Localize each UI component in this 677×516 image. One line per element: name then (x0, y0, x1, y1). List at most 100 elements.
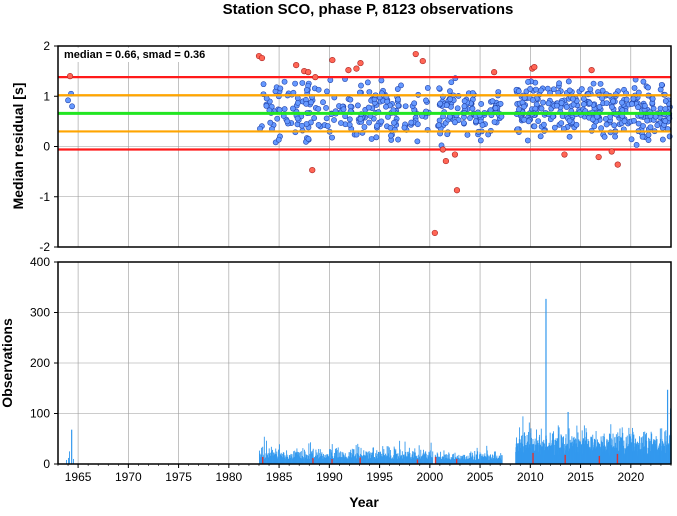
observation-bar (449, 459, 451, 464)
outlier-point (66, 73, 74, 80)
residual-point (662, 118, 669, 124)
observation-bar (350, 457, 352, 464)
observation-bar (363, 454, 365, 464)
observation-bar (430, 442, 432, 464)
observation-bar (558, 427, 560, 464)
observation-bar (344, 455, 346, 464)
observation-bar (544, 443, 546, 464)
observation-bar (360, 447, 362, 464)
outlier-point (491, 69, 498, 76)
observation-bar (500, 455, 502, 464)
x-tick-label: 1985 (266, 470, 293, 484)
residual-point (411, 100, 418, 107)
observation-bar (285, 458, 286, 464)
observation-bar (465, 459, 467, 464)
observation-bar (532, 452, 534, 464)
residual-point (631, 117, 637, 124)
residual-point (538, 87, 544, 94)
residual-point (540, 99, 546, 106)
observation-bar (289, 457, 291, 464)
observation-bar (556, 441, 558, 464)
observation-bar (522, 416, 524, 464)
observations-y-ticks: 0 100 200 300 400 (30, 255, 58, 471)
observation-bar (458, 459, 460, 464)
observation-bar (319, 453, 321, 464)
observation-bar (598, 455, 601, 464)
observation-bar (413, 451, 415, 464)
residual-point (566, 87, 573, 94)
observation-bar (386, 455, 388, 464)
observation-bar (344, 453, 346, 464)
observation-bar (304, 451, 306, 464)
residual-point (635, 104, 641, 111)
observation-bar (277, 449, 279, 464)
observation-bar (276, 451, 278, 464)
observation-bar (404, 456, 405, 464)
observation-bar (423, 454, 425, 464)
observation-bar (481, 455, 483, 464)
observation-bar (404, 441, 406, 464)
observation-bar (305, 457, 307, 464)
observation-bar (299, 457, 301, 464)
residual-point (633, 142, 640, 148)
observation-bar (366, 451, 367, 464)
observation-bar (491, 459, 493, 464)
observation-bar (307, 455, 309, 464)
residual-point (394, 86, 401, 92)
residual-point (563, 104, 570, 110)
observation-bar (415, 456, 417, 464)
observation-bar (367, 451, 369, 464)
residual-point (454, 105, 461, 112)
observation-bar (612, 433, 614, 464)
observation-bar (340, 457, 342, 464)
observation-bar (311, 453, 313, 464)
residual-point (524, 137, 531, 144)
observation-bar (444, 454, 446, 464)
outlier-point (614, 161, 621, 168)
observation-bar (333, 452, 335, 464)
observation-bar (374, 457, 376, 464)
residual-point (452, 119, 458, 126)
observation-bar (317, 458, 319, 464)
observation-bar (345, 458, 347, 464)
observation-bar (443, 450, 445, 464)
observation-bar (359, 457, 361, 464)
observation-bar (423, 449, 424, 464)
residual-point (361, 124, 368, 130)
residual-point (281, 106, 288, 112)
observation-bar (516, 443, 518, 464)
observation-bar (354, 455, 356, 464)
observation-bar (400, 456, 402, 464)
observation-bar (436, 457, 438, 464)
observation-bar (474, 459, 476, 464)
residual-point (521, 116, 528, 123)
observation-bar (479, 454, 480, 464)
observation-bar (410, 458, 411, 464)
outlier-point (419, 57, 426, 65)
observation-bar (437, 453, 439, 464)
observation-bar (366, 452, 368, 464)
observation-bar (457, 458, 459, 464)
outlier-points (66, 50, 621, 237)
observation-bar (261, 447, 263, 464)
observation-bar (464, 457, 466, 464)
residual-point (602, 115, 609, 122)
residual-point (353, 131, 360, 138)
observation-bar (345, 456, 347, 464)
residual-point (384, 98, 391, 105)
observation-bar (524, 435, 526, 464)
observation-bar (298, 456, 300, 464)
observation-bar (341, 451, 343, 464)
residual-point (435, 122, 442, 129)
observation-bar (356, 453, 358, 464)
residual-point (477, 137, 484, 144)
observation-bar (566, 443, 568, 464)
observation-bar (301, 455, 303, 464)
observation-bar (323, 455, 325, 464)
observation-bar (327, 456, 329, 464)
observation-bar (394, 450, 396, 464)
observation-bar (568, 428, 570, 464)
residual-point (461, 98, 468, 104)
observation-bar (500, 453, 502, 464)
outlier-point (595, 153, 602, 161)
